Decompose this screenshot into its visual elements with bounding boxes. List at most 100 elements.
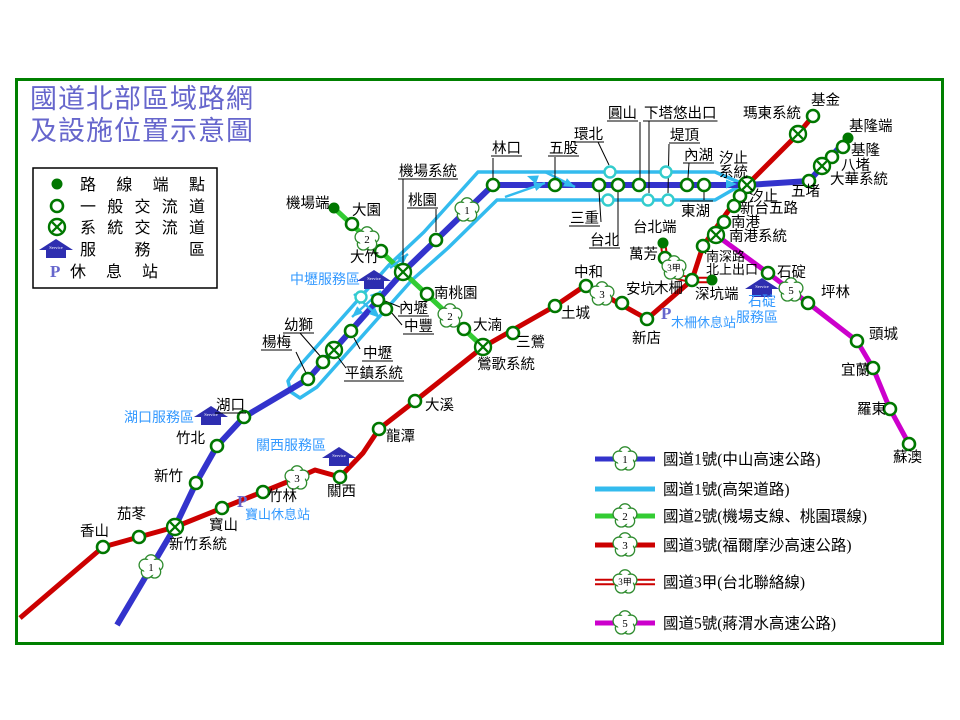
- map-node-interchange: [214, 500, 230, 516]
- map-node-interchange: [800, 295, 816, 311]
- map-node-interchange: [695, 238, 711, 254]
- ramp-arrow-icon: [533, 182, 545, 191]
- map-node-interchange: [835, 139, 851, 155]
- label-leader-line: [598, 190, 602, 223]
- map-label: 中豐: [404, 318, 433, 335]
- map-label: 湖口: [216, 397, 245, 414]
- map-label: 羅東: [857, 401, 886, 418]
- map-label: 木柵休息站: [671, 315, 736, 330]
- map-node-interchange: [849, 333, 865, 349]
- shield-number: 5: [622, 618, 628, 630]
- service-area-關西服務區-icon: Service: [322, 447, 356, 466]
- map-label: 新店: [632, 330, 661, 347]
- map-label: 關西: [327, 484, 356, 500]
- label-leader-line: [597, 141, 610, 166]
- map-node-interchange: [456, 321, 472, 337]
- map-node-interchange: [639, 311, 655, 327]
- route-shield-2: 2: [612, 503, 638, 528]
- map-node-interchange: [679, 177, 695, 193]
- map-node-interchange: [505, 325, 521, 341]
- map-node-interchange: [332, 469, 348, 485]
- route-shield-1: 1: [138, 554, 164, 579]
- map-label: 寶山休息站: [245, 507, 310, 522]
- service-area-湖口服務區-icon: Service: [194, 406, 228, 425]
- map-label: 南深路: [706, 249, 745, 264]
- route-shield-1: 1: [454, 197, 480, 222]
- title-line1: 國道北部區域路網: [30, 84, 254, 114]
- route-shield-2: 2: [437, 303, 463, 328]
- shield-number: 1: [148, 562, 154, 574]
- route-shield-3: 3: [284, 465, 310, 490]
- map-label: 大溪: [425, 397, 454, 414]
- map-node-interchange: [131, 529, 147, 545]
- map-label: 宜蘭: [841, 362, 870, 379]
- map-node-interchange: [696, 177, 712, 193]
- legend-service-area-icon: Service: [39, 239, 73, 258]
- map-label: 基隆: [851, 142, 880, 159]
- shield-number: 3: [599, 289, 605, 301]
- map-label: 北上出口: [706, 262, 758, 277]
- svg-text:Service: Service: [332, 453, 346, 458]
- shield-center: [143, 559, 159, 575]
- map-node-interchange: [547, 298, 563, 314]
- map-label: 龍潭: [386, 428, 415, 445]
- map-label: 大園: [352, 202, 381, 219]
- map-node-interchange: [882, 401, 898, 417]
- map-label: 中和: [574, 264, 603, 281]
- map-node-elevated-interchange: [354, 290, 368, 304]
- map-node-interchange: [485, 177, 501, 193]
- map-node-interchange: [344, 216, 360, 232]
- shield-number: 2: [622, 511, 628, 523]
- shield-center: [359, 231, 375, 247]
- map-node-interchange: [716, 214, 732, 230]
- svg-text:Service: Service: [755, 284, 769, 289]
- map-node-interchange: [801, 173, 817, 189]
- shield-center: [594, 286, 610, 302]
- map-label: 南港: [731, 214, 760, 231]
- map-label: 土城: [561, 305, 590, 322]
- ramp-arrow-icon: [368, 307, 380, 318]
- map-label: 石碇: [748, 294, 776, 310]
- node-legend-interchange: [49, 198, 65, 214]
- shield-center: [617, 574, 633, 590]
- map-node-interchange: [614, 295, 630, 311]
- route-shield-1: 1: [612, 446, 638, 471]
- map-node-interchange: [805, 108, 821, 124]
- map-node-interchange: [760, 265, 776, 281]
- map-node-interchange: [370, 292, 386, 308]
- map-label: 基金: [811, 92, 840, 109]
- symbol-legend-label: 休息站: [70, 263, 158, 281]
- map-label: 新竹: [154, 468, 183, 485]
- route-shield-5: 5: [778, 277, 804, 302]
- map-label: 台北端: [633, 219, 677, 236]
- route-shield-3甲: 3甲: [612, 569, 638, 594]
- route-legend-label: 國道1號(高架道路): [663, 481, 790, 499]
- route-legend-label: 國道1號(中山高速公路): [663, 451, 821, 469]
- shield-center: [617, 615, 633, 631]
- map-node-interchange: [610, 177, 626, 193]
- map-node-elevated-interchange: [661, 193, 675, 207]
- map-label: 南港系統: [729, 228, 787, 245]
- shield-center: [783, 282, 799, 298]
- map-label: 香山: [80, 523, 109, 540]
- map-label: 鶯歌系統: [477, 356, 535, 373]
- shield-center: [459, 202, 475, 218]
- route-shield-3: 3: [612, 532, 638, 557]
- shield-number: 2: [447, 311, 453, 323]
- map-label: 蘇澳: [893, 449, 922, 466]
- map-label: 寶山: [209, 516, 238, 534]
- map-node-elevated-interchange: [659, 165, 673, 179]
- route-legend-label: 國道3號(福爾摩沙高速公路): [663, 537, 852, 555]
- map-label: 機場系統: [399, 163, 457, 180]
- shield-center: [442, 308, 458, 324]
- route-shield-3甲: 3甲: [661, 255, 687, 280]
- shield-center: [666, 260, 682, 276]
- map-label: 五堵: [791, 183, 820, 200]
- map-label: 三鶯: [516, 334, 545, 351]
- map-node-elevated-interchange: [641, 193, 655, 207]
- map-node-interchange: [419, 286, 435, 302]
- map-label: 湖口服務區: [124, 410, 194, 426]
- map-label: 下塔悠出口: [644, 105, 717, 122]
